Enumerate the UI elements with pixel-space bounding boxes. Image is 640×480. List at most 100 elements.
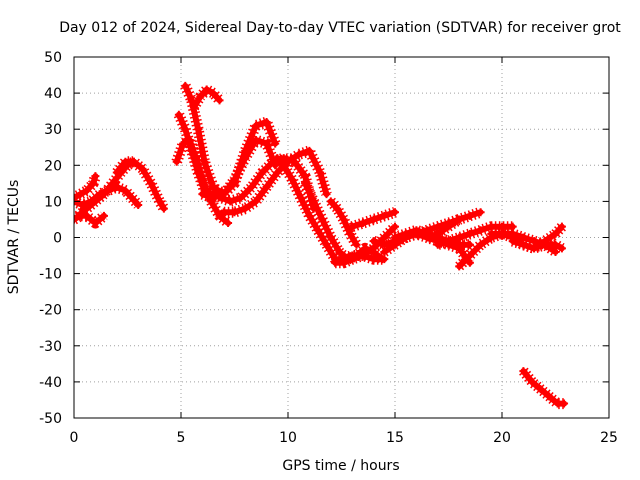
data-point	[465, 251, 474, 260]
data-point	[455, 233, 464, 242]
data-point	[74, 215, 78, 224]
series-markers	[189, 84, 224, 111]
series-track-3	[74, 210, 108, 229]
data-point	[433, 229, 442, 238]
data-point	[455, 262, 464, 271]
data-point	[309, 197, 318, 206]
data-point	[194, 168, 203, 177]
x-tick-label: 20	[493, 430, 511, 446]
data-point	[444, 237, 453, 246]
data-point	[215, 211, 224, 220]
data-point	[301, 179, 310, 188]
x-tick-label: 15	[386, 430, 404, 446]
data-point	[273, 168, 282, 177]
data-point	[476, 208, 485, 217]
data-point	[219, 208, 228, 217]
x-tick-label: 25	[600, 430, 618, 446]
data-point	[296, 193, 305, 202]
data-point	[134, 201, 143, 210]
data-point	[348, 255, 357, 264]
y-tick-label: 10	[44, 194, 62, 210]
data-point	[121, 186, 130, 195]
data-point	[181, 81, 190, 90]
chart-title: Day 012 of 2024, Sidereal Day-to-day VTE…	[59, 20, 621, 36]
series-track-4	[74, 156, 138, 220]
data-point	[147, 179, 156, 188]
data-point	[487, 229, 496, 238]
data-point	[380, 211, 389, 220]
data-point	[179, 139, 188, 148]
data-point	[557, 222, 566, 231]
data-point	[498, 222, 506, 231]
data-point	[241, 204, 250, 213]
data-point	[551, 247, 560, 256]
data-point	[129, 157, 138, 166]
data-point	[551, 229, 560, 238]
data-point	[508, 237, 517, 246]
series-track-21	[433, 221, 517, 250]
y-tick-label: 0	[53, 231, 62, 247]
data-point	[262, 139, 271, 148]
y-tick-label: -40	[39, 375, 62, 391]
data-point	[465, 229, 474, 238]
data-point	[313, 226, 322, 235]
series-track-9	[189, 84, 224, 112]
data-point	[226, 197, 235, 206]
series-track-20	[423, 206, 485, 243]
data-point	[455, 215, 464, 224]
data-point	[202, 85, 211, 94]
data-point	[91, 197, 100, 206]
data-point	[127, 193, 136, 202]
data-point	[369, 215, 378, 224]
data-point	[200, 157, 209, 166]
series-track-25	[519, 367, 569, 410]
data-point	[76, 190, 85, 199]
data-point	[316, 168, 325, 177]
data-point	[326, 197, 335, 206]
data-point	[215, 96, 224, 105]
data-point	[288, 175, 297, 184]
data-point	[236, 193, 245, 202]
x-tick-label: 0	[70, 430, 79, 446]
data-point	[326, 233, 335, 242]
data-point	[82, 204, 91, 213]
data-point	[181, 125, 190, 134]
data-point	[530, 244, 539, 253]
data-point	[527, 377, 536, 386]
data-point	[273, 154, 282, 163]
data-point	[540, 240, 549, 249]
series-track-24	[508, 235, 560, 257]
data-point	[172, 157, 181, 166]
data-point	[74, 211, 83, 220]
y-tick-label: 40	[44, 86, 62, 102]
data-point	[305, 211, 314, 220]
data-point	[476, 240, 485, 249]
data-point	[196, 92, 205, 101]
data-point	[262, 117, 271, 126]
data-point	[465, 240, 474, 249]
y-tick-label: 50	[44, 50, 62, 66]
data-point	[258, 168, 267, 177]
data-point	[279, 161, 288, 170]
data-point	[262, 182, 271, 191]
data-point	[536, 385, 545, 394]
data-point	[155, 197, 164, 206]
y-tick-label: 30	[44, 122, 62, 138]
data-point	[465, 211, 474, 220]
data-point	[401, 229, 410, 238]
y-tick-label: -20	[39, 303, 62, 319]
data-point	[194, 125, 203, 134]
data-point	[348, 222, 357, 231]
data-point	[423, 233, 432, 242]
data-point	[519, 240, 528, 249]
data-point	[391, 208, 399, 217]
series-track-14	[326, 197, 362, 249]
data-point	[412, 226, 421, 235]
ticks: 0 5 10 15 20 25 -50 -40 -30 -20 -10 0 10 20 30 40 50	[39, 50, 618, 446]
data-point	[335, 247, 344, 256]
x-tick-label: 5	[177, 430, 186, 446]
data-point	[209, 89, 218, 98]
data-point	[209, 193, 218, 202]
data-point	[444, 222, 453, 231]
